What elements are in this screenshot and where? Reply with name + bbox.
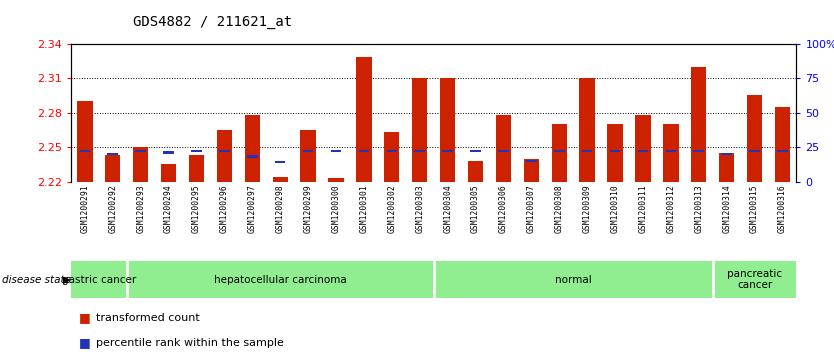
Bar: [161, 164, 176, 182]
Bar: [273, 177, 288, 182]
Bar: [244, 115, 260, 182]
Bar: [582, 150, 592, 152]
Bar: [526, 160, 536, 162]
Bar: [188, 155, 204, 182]
Bar: [135, 150, 146, 152]
Bar: [163, 151, 173, 154]
Bar: [554, 150, 565, 152]
Bar: [749, 150, 760, 152]
Text: gastric cancer: gastric cancer: [62, 274, 136, 285]
Text: ■: ■: [79, 337, 91, 350]
Bar: [303, 150, 314, 152]
Bar: [105, 155, 120, 182]
Text: ▶: ▶: [63, 274, 70, 285]
Bar: [414, 150, 425, 152]
Bar: [551, 124, 567, 182]
Bar: [721, 153, 732, 155]
Text: ■: ■: [79, 311, 91, 324]
Bar: [386, 150, 397, 152]
Bar: [470, 150, 481, 152]
Bar: [524, 159, 539, 182]
Text: pancreatic
cancer: pancreatic cancer: [727, 269, 782, 290]
Text: normal: normal: [555, 274, 591, 285]
Bar: [719, 153, 735, 182]
Bar: [691, 66, 706, 182]
Bar: [329, 178, 344, 182]
Text: disease state: disease state: [2, 274, 71, 285]
Text: hepatocellular carcinoma: hepatocellular carcinoma: [214, 274, 347, 285]
Bar: [663, 124, 679, 182]
Bar: [440, 78, 455, 182]
Bar: [468, 161, 483, 182]
Text: percentile rank within the sample: percentile rank within the sample: [96, 338, 284, 348]
Bar: [607, 124, 623, 182]
Bar: [775, 107, 790, 182]
Bar: [300, 130, 316, 182]
Bar: [108, 153, 118, 155]
Bar: [79, 150, 90, 152]
Bar: [359, 150, 369, 152]
Bar: [191, 150, 202, 152]
Bar: [78, 101, 93, 182]
Bar: [747, 95, 762, 182]
Bar: [412, 78, 427, 182]
Bar: [777, 150, 788, 152]
Text: transformed count: transformed count: [96, 313, 199, 323]
Bar: [275, 161, 285, 163]
Text: GDS4882 / 211621_at: GDS4882 / 211621_at: [133, 15, 293, 29]
Bar: [133, 147, 148, 182]
Bar: [580, 78, 595, 182]
Bar: [638, 150, 648, 152]
Bar: [217, 130, 232, 182]
Bar: [636, 115, 651, 182]
Bar: [498, 150, 509, 152]
Bar: [694, 150, 704, 152]
Bar: [442, 150, 453, 152]
Bar: [384, 132, 399, 182]
Bar: [219, 150, 229, 152]
Bar: [666, 150, 676, 152]
Bar: [247, 155, 258, 158]
Bar: [610, 150, 620, 152]
Bar: [331, 150, 341, 152]
Bar: [495, 115, 511, 182]
Bar: [356, 57, 372, 182]
